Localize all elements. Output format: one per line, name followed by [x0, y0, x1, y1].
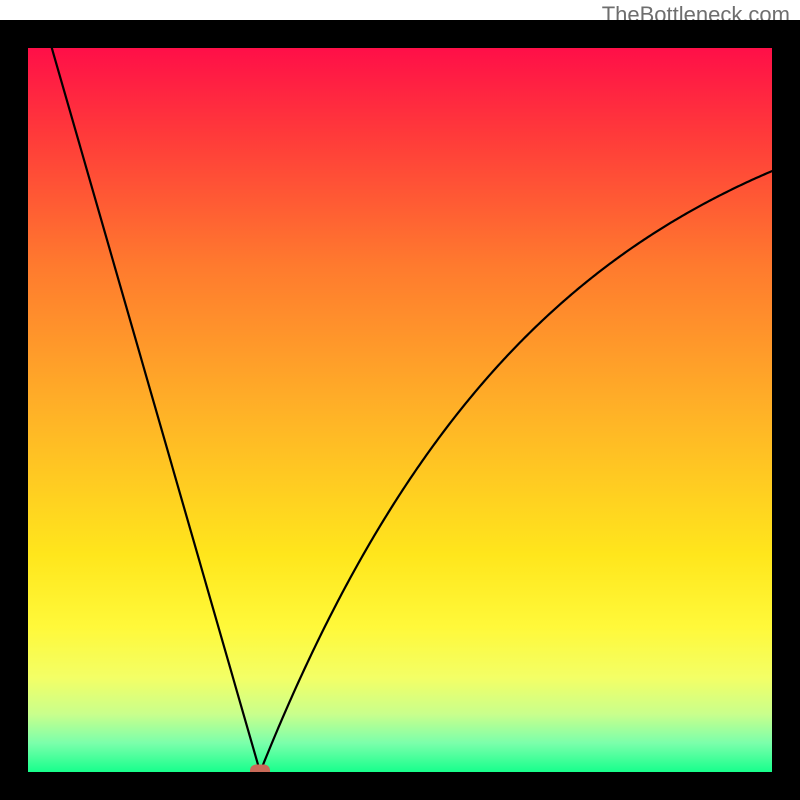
vertex-marker [250, 764, 270, 772]
bottleneck-curve [28, 48, 772, 772]
plot-area [28, 48, 772, 772]
curve-path [52, 48, 772, 771]
page-root: TheBottleneck.com [0, 0, 800, 800]
